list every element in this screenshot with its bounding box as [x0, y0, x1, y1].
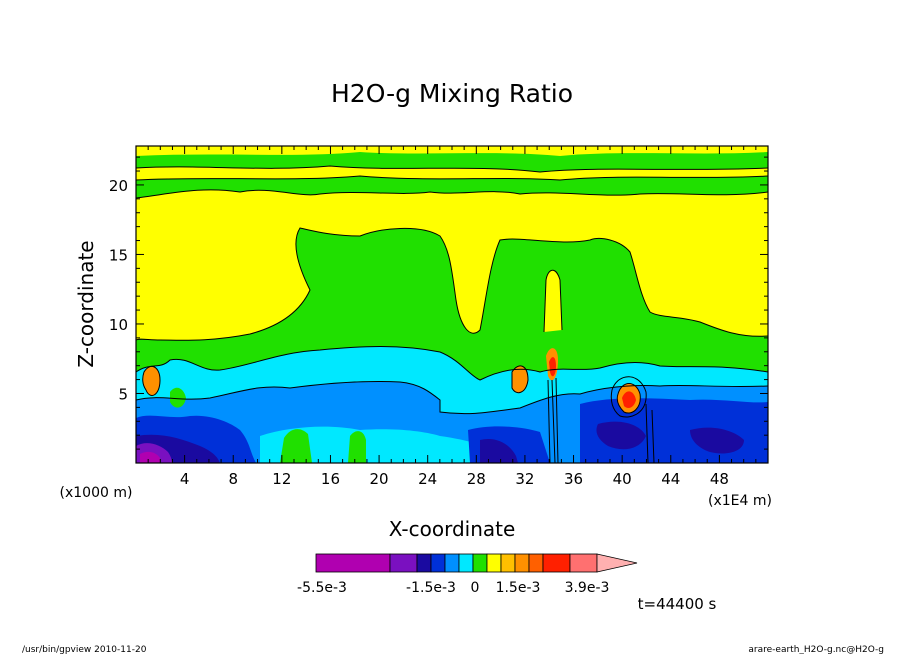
colorbar-label: 1.5e-3 [496, 580, 541, 596]
colorbar-label: -1.5e-3 [406, 580, 456, 596]
colorbar-segment [444, 553, 460, 573]
x-unit-right: (x1E4 m) [708, 493, 772, 509]
x-unit-left: (x1000 m) [60, 485, 133, 501]
colorbar-segment [430, 553, 446, 573]
colorbar-segment [500, 553, 516, 573]
colorbar [315, 553, 638, 573]
x-axis-label: X-coordinate [389, 517, 516, 541]
colorbar-segment [472, 553, 488, 573]
x-tick-label: 16 [321, 470, 340, 488]
colorbar-segment [486, 553, 502, 573]
y-axis: 5 10 15 20 [109, 156, 768, 450]
field-orange-left [142, 366, 160, 396]
colorbar-arrow [596, 553, 638, 573]
colorbar-label: 0 [471, 580, 480, 596]
x-tick-label: 20 [370, 470, 389, 488]
field-yellow-column [544, 270, 562, 332]
x-tick-label: 32 [515, 470, 534, 488]
field-magenta [140, 451, 160, 463]
field-yellow-main [136, 189, 768, 341]
colorbar-segment [315, 553, 391, 573]
colorbar-segment [542, 553, 571, 573]
footer-left: /usr/bin/gpview 2010-11-20 [22, 645, 147, 654]
y-axis-label: Z-coordinate [74, 240, 98, 367]
colorbar-segment [528, 553, 544, 573]
y-tick-label: 20 [109, 177, 128, 195]
colorbar-segment [514, 553, 530, 573]
x-tick-label: 40 [613, 470, 632, 488]
x-tick-label: 8 [228, 470, 238, 488]
contour-lines [136, 165, 768, 463]
x-tick-label: 28 [467, 470, 486, 488]
x-tick-label: 4 [180, 470, 190, 488]
field-blue [136, 398, 768, 463]
y-tick-label: 10 [109, 316, 128, 334]
x-axis: 4 8 12 16 20 24 28 32 36 40 44 48 [147, 146, 757, 488]
contour-field [136, 146, 768, 463]
x-tick-label: 44 [661, 470, 680, 488]
field-red-right [622, 391, 636, 408]
chart-title: H2O-g Mixing Ratio [331, 79, 573, 108]
colorbar-label: -5.5e-3 [297, 580, 347, 596]
colorbar-labels: -5.5e-3 -1.5e-3 0 1.5e-3 3.9e-3 [297, 580, 609, 596]
y-tick-label: 5 [118, 385, 128, 403]
field-orange-mid [512, 365, 528, 393]
colorbar-segment [458, 553, 474, 573]
colorbar-segment [389, 553, 418, 573]
colorbar-segment [416, 553, 432, 573]
field-cyan-patch [260, 426, 510, 463]
time-label: t=44400 s [638, 595, 717, 613]
footer-right: arare-earth_H2O-g.nc@H2O-g [748, 645, 884, 654]
field-dark-blue [136, 421, 744, 463]
x-tick-label: 24 [418, 470, 437, 488]
x-tick-label: 12 [272, 470, 291, 488]
x-tick-label: 48 [710, 470, 729, 488]
field-red-col [549, 357, 556, 377]
y-tick-label: 15 [109, 246, 128, 264]
colorbar-segment [569, 553, 598, 573]
colorbar-label: 3.9e-3 [565, 580, 610, 596]
x-tick-label: 36 [564, 470, 583, 488]
